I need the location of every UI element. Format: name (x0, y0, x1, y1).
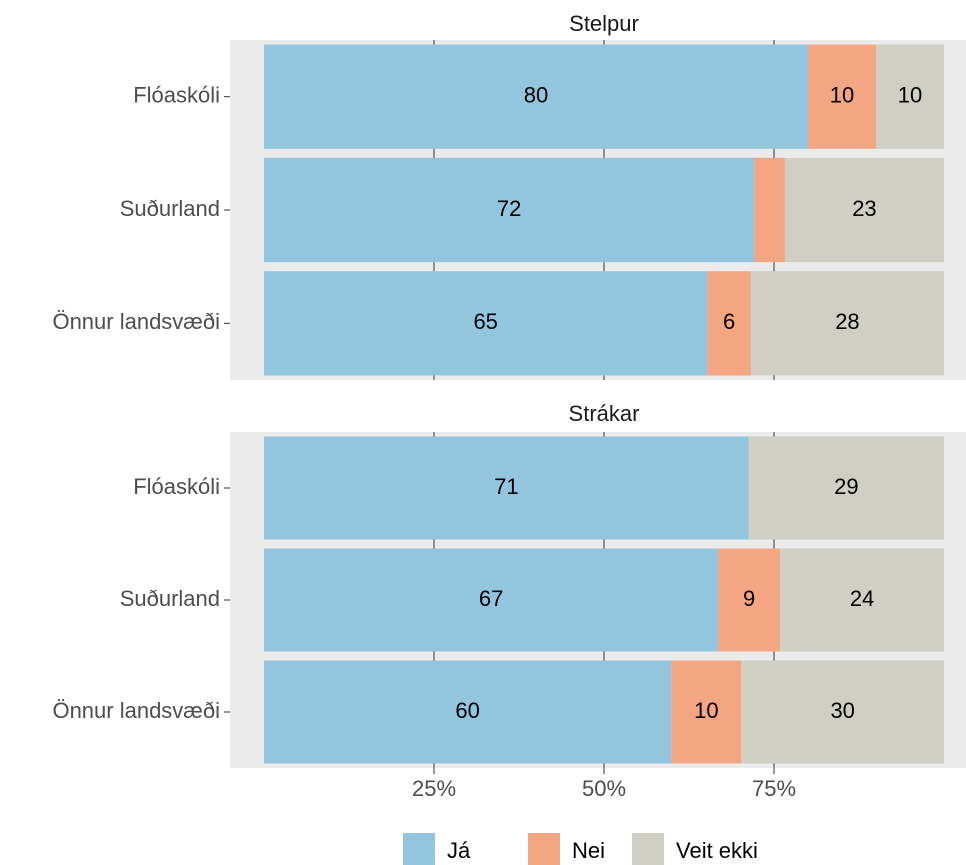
x-tick-label: 75% (752, 776, 796, 801)
legend-key (403, 833, 435, 865)
bar-segment (784, 157, 944, 263)
y-tick-label: Önnur landsvæði (52, 309, 220, 334)
data-label: 71 (494, 474, 518, 499)
bar-segment (748, 436, 944, 540)
legend-key (632, 833, 664, 865)
facet-title: Strákar (569, 401, 640, 426)
data-label: 72 (497, 196, 521, 221)
bar-segment (707, 271, 751, 376)
y-tick-label: Suðurland (120, 196, 220, 221)
data-label: 6 (723, 309, 735, 334)
data-label: 80 (524, 82, 548, 107)
bar-segment (876, 44, 944, 149)
data-label: 10 (830, 82, 854, 107)
data-label: 60 (455, 698, 479, 723)
bar-segment (780, 548, 944, 652)
data-label: 67 (479, 586, 503, 611)
x-tick-label: 25% (412, 776, 456, 801)
bar-segment (264, 271, 708, 376)
data-label: 10 (694, 698, 718, 723)
facet-title: Stelpur (569, 11, 639, 36)
y-tick-label: Suðurland (120, 586, 220, 611)
y-tick-label: Önnur landsvæði (52, 698, 220, 723)
bar-segment (264, 660, 672, 764)
bar-segment (808, 44, 876, 149)
bar-segment (264, 44, 808, 149)
bar-segment (264, 157, 755, 263)
y-tick-label: Flóaskóli (133, 82, 220, 107)
bar-segment (750, 271, 944, 376)
data-label: 10 (898, 82, 922, 107)
data-label: 30 (830, 698, 854, 723)
bar-segment (264, 548, 719, 652)
legend-label: Veit ekki (676, 838, 758, 863)
data-label: 29 (834, 474, 858, 499)
legend-label: Já (447, 838, 471, 863)
bar-segment (741, 660, 944, 764)
data-label: 24 (850, 586, 874, 611)
data-label: 23 (852, 196, 876, 221)
data-label: 65 (473, 309, 497, 334)
bar-segment (754, 157, 785, 263)
bar-segment (671, 660, 742, 764)
legend-key (528, 833, 560, 865)
data-label: 9 (743, 586, 755, 611)
bar-segment (264, 436, 749, 540)
x-tick-label: 50% (582, 776, 626, 801)
bar-segment (718, 548, 781, 652)
legend-label: Nei (572, 838, 605, 863)
data-label: 28 (835, 309, 859, 334)
y-tick-label: Flóaskóli (133, 474, 220, 499)
